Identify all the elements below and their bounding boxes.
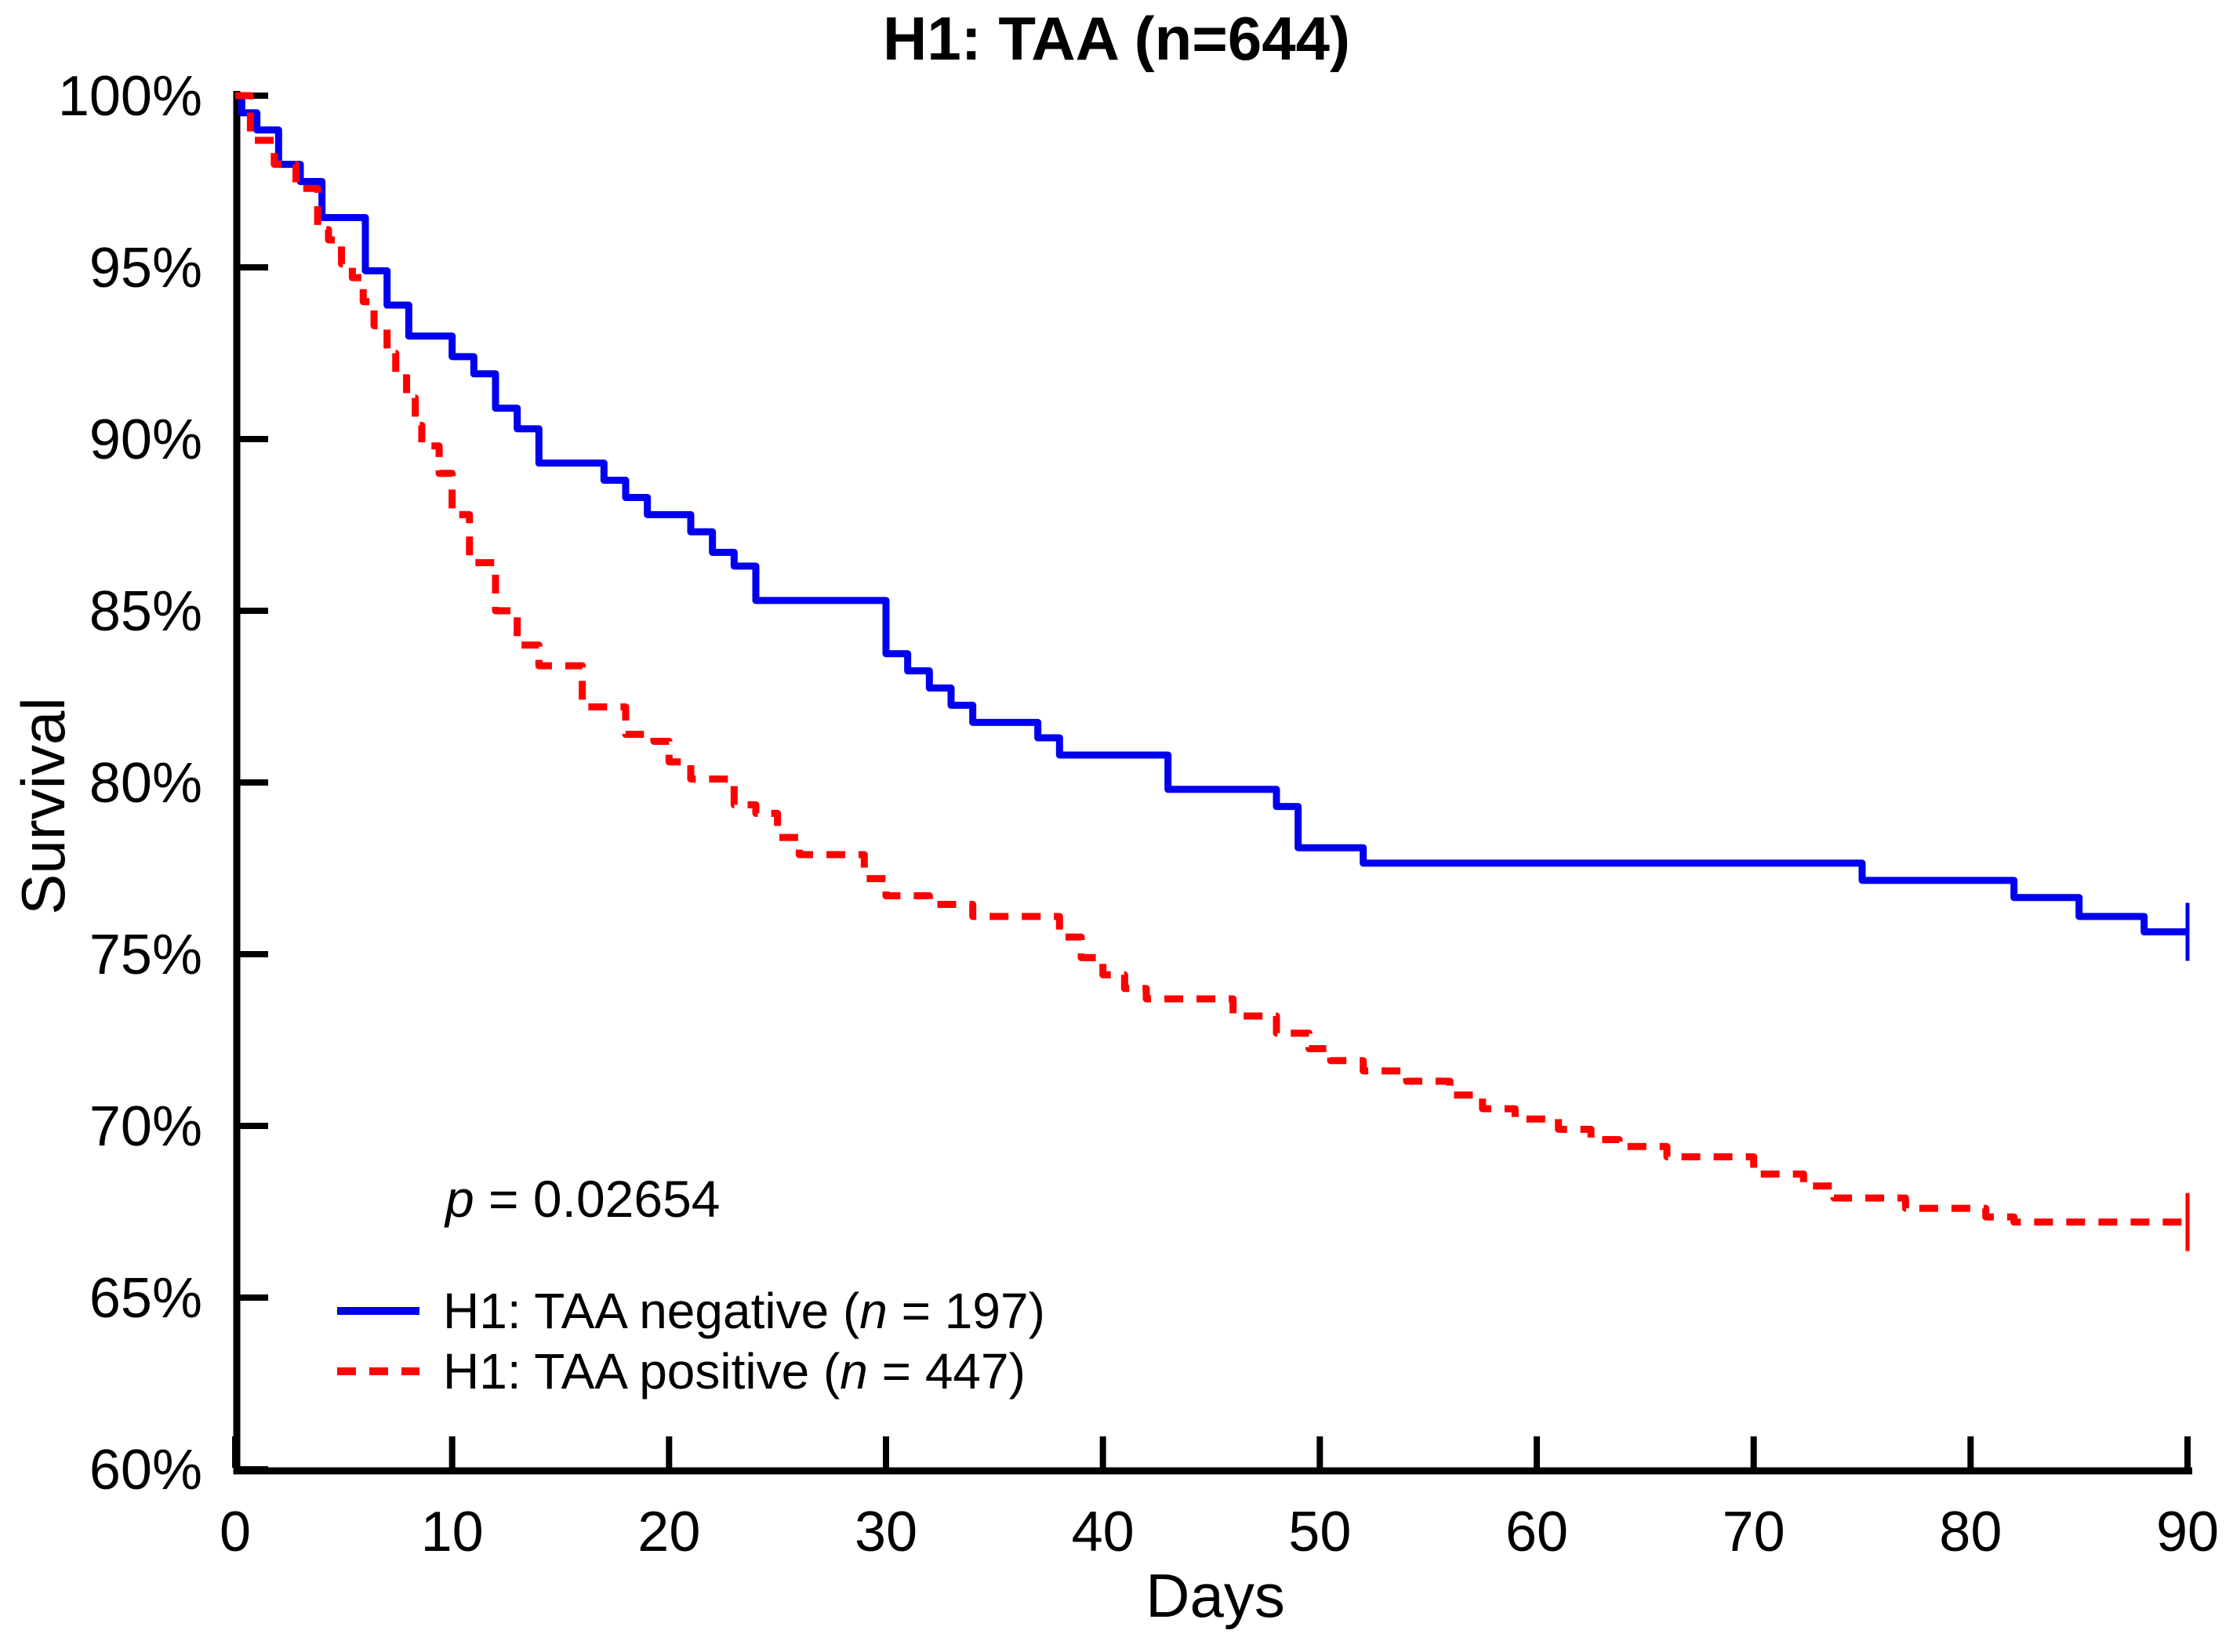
y-tick-label-65: 65% (89, 1267, 202, 1330)
y-tick-label-75: 75% (89, 924, 202, 986)
legend-label-positive: H1: TAA positive (n = 447) (443, 1343, 1026, 1400)
x-tick-label-10: 10 (421, 1501, 484, 1563)
x-tick-label-50: 50 (1288, 1501, 1351, 1563)
p-value-text: = 0.02654 (474, 1170, 721, 1228)
legend-label-negative-prefix: H1: TAA negative ( (443, 1283, 859, 1339)
y-tick-label-90: 90% (89, 408, 202, 471)
y-axis-label: Survival (9, 697, 78, 914)
y-tick-label-60: 60% (89, 1439, 202, 1501)
km-curve-negative (235, 92, 2188, 936)
y-tick-label-95: 95% (89, 237, 202, 300)
chart-title: H1: TAA (n=644) (883, 4, 1350, 73)
p-value-annotation: p = 0.02654 (444, 1170, 721, 1228)
x-tick-label-60: 60 (1505, 1501, 1568, 1563)
legend-label-positive-n: n (840, 1343, 868, 1400)
x-tick-label-90: 90 (2156, 1501, 2219, 1563)
x-tick-label-20: 20 (637, 1501, 700, 1563)
legend-label-negative: H1: TAA negative (n = 197) (443, 1283, 1045, 1339)
y-tick-label-80: 80% (89, 752, 202, 815)
x-tick-label-80: 80 (1939, 1501, 2002, 1563)
survival-curves (235, 92, 2190, 1251)
km-curve-positive (235, 92, 2188, 1226)
legend-label-negative-suffix: = 197) (888, 1283, 1045, 1339)
y-tick-label-100: 100% (58, 65, 202, 128)
legend: H1: TAA negative (n = 197) H1: TAA posit… (337, 1283, 1045, 1400)
x-axis-label: Days (1146, 1561, 1285, 1630)
y-tick-label-85: 85% (89, 580, 202, 643)
legend-label-negative-n: n (859, 1283, 888, 1339)
x-tick-label-40: 40 (1072, 1501, 1135, 1563)
legend-label-positive-prefix: H1: TAA positive ( (443, 1343, 840, 1400)
y-tick-label-70: 70% (89, 1095, 202, 1158)
p-symbol: p (444, 1170, 474, 1228)
axis-ticks: 60% 65% 70% 75% 80% 85% 90% 95% 100% 0 10 20 30 40 50 6… (58, 65, 2219, 1563)
x-tick-label-0: 0 (220, 1501, 251, 1563)
x-tick-label-70: 70 (1723, 1501, 1785, 1563)
legend-label-positive-suffix: = 447) (868, 1343, 1026, 1400)
x-tick-label-30: 30 (855, 1501, 917, 1563)
